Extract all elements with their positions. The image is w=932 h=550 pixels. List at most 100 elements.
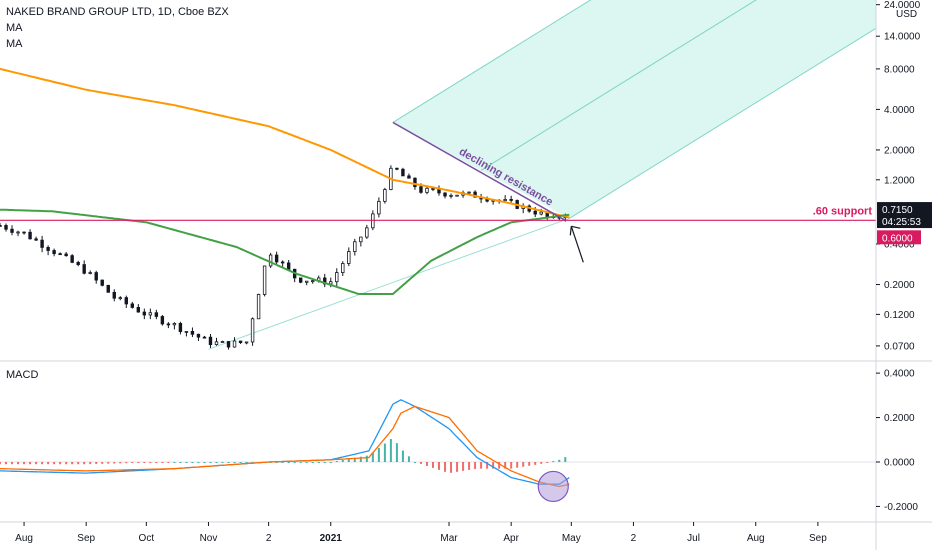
candle-body <box>136 306 141 313</box>
macd-histogram-bar <box>413 462 416 463</box>
macd-tick-label: 0.2000 <box>884 413 915 424</box>
macd-histogram-bar <box>486 462 489 469</box>
candle-body <box>130 303 135 308</box>
time-tick-label: Sep <box>809 533 827 544</box>
macd-cross-highlight <box>537 470 569 503</box>
macd-histogram-bar <box>395 443 398 462</box>
channel-upper-line <box>392 0 592 123</box>
macd-pane[interactable] <box>0 399 876 488</box>
macd-line <box>0 399 570 485</box>
candle-body <box>401 168 405 177</box>
macd-histogram-bar <box>504 462 507 469</box>
candle-body <box>407 175 411 179</box>
support-price-tag: 0.6000 <box>877 230 921 245</box>
macd-histogram-bar <box>329 462 332 463</box>
macd-histogram-bar <box>53 462 56 465</box>
candle-body <box>28 231 32 240</box>
price-tick-label: 0.0700 <box>884 341 915 352</box>
time-tick-label: 2 <box>631 533 637 544</box>
time-tick-label: Aug <box>15 533 33 544</box>
candle-body <box>250 318 255 343</box>
candle-body <box>64 253 68 257</box>
candle-body <box>160 316 165 325</box>
time-tick-label: Nov <box>200 533 218 544</box>
price-candle <box>232 337 237 348</box>
price-candle <box>136 304 141 313</box>
macd-histogram-bar <box>149 462 152 463</box>
price-candle <box>305 280 309 286</box>
price-candle <box>88 270 92 275</box>
candle-body <box>88 272 92 274</box>
candle-body <box>190 331 195 335</box>
candle-body <box>178 323 183 332</box>
macd-histogram-bar <box>281 462 284 463</box>
macd-legend[interactable]: MACD <box>6 369 39 381</box>
candle-body <box>455 194 459 197</box>
ma-legend-1[interactable]: MA <box>6 22 23 34</box>
price-candle <box>148 308 153 320</box>
candle-body <box>503 199 507 202</box>
price-axis[interactable]: 24.0000 14.0000 8.0000 4.0000 2.0000 1.2000 0.… <box>876 0 932 352</box>
macd-histogram-bar <box>419 462 422 464</box>
price-tick-label: 0.4000 <box>884 240 915 251</box>
macd-histogram-bar <box>528 462 531 466</box>
macd-histogram-bar <box>197 462 200 463</box>
candle-body <box>124 297 128 305</box>
macd-tick-label: 0.0000 <box>884 458 915 469</box>
price-pane[interactable] <box>0 0 876 350</box>
price-candle <box>365 224 369 239</box>
macd-histogram-bar <box>311 462 314 463</box>
macd-histogram-bar <box>47 462 50 465</box>
time-tick-label: Mar <box>440 533 458 544</box>
candle-body <box>58 253 62 256</box>
candle-body <box>10 228 14 233</box>
candle-body <box>268 254 273 267</box>
support-price-tag-bg <box>877 230 921 245</box>
price-candle <box>76 260 80 267</box>
macd-histogram-bar <box>41 462 44 465</box>
candle-body <box>214 341 219 346</box>
candle-body <box>509 199 513 201</box>
chart-title: NAKED BRAND GROUP LTD, 1D, Cboe BZX <box>6 6 229 18</box>
candle-body <box>244 341 249 344</box>
macd-histogram-bar <box>341 459 344 462</box>
price-candle <box>383 187 387 204</box>
price-candle <box>124 295 128 308</box>
macd-histogram-bar <box>498 462 501 469</box>
ma-legend-2[interactable]: MA <box>6 38 23 50</box>
candle-body <box>377 200 381 215</box>
price-tick-label: 14.0000 <box>884 32 921 43</box>
price-candle <box>142 308 147 320</box>
price-candle <box>160 314 165 326</box>
price-candle <box>341 261 345 276</box>
price-candle <box>196 333 201 341</box>
price-candle <box>184 330 189 337</box>
macd-histogram-bar <box>293 462 296 463</box>
price-candle <box>274 251 279 265</box>
time-axis[interactable]: Aug Sep Oct Nov 2 2021 Mar Apr May 2 Jul Aug Sep <box>15 522 827 544</box>
candle-body <box>154 312 159 317</box>
price-candle <box>58 252 62 256</box>
price-candle <box>238 340 243 344</box>
candle-body <box>220 341 225 343</box>
candle-body <box>395 167 399 170</box>
price-tick-label: 0.2000 <box>884 280 915 291</box>
macd-histogram-bar <box>564 457 567 462</box>
candle-body <box>238 340 243 344</box>
macd-histogram-bar <box>377 447 380 462</box>
candle-body <box>166 323 171 326</box>
macd-histogram-bar <box>540 462 543 464</box>
price-tick-label: 8.0000 <box>884 64 915 75</box>
macd-histogram-bar <box>474 462 477 469</box>
candle-body <box>52 250 56 255</box>
price-candle <box>28 229 32 240</box>
candle-body <box>232 340 237 348</box>
macd-histogram-bar <box>203 462 206 463</box>
price-candle <box>4 223 8 232</box>
candle-body <box>341 263 345 273</box>
candle-body <box>184 331 189 333</box>
macd-histogram-bar <box>468 462 471 470</box>
macd-axis[interactable]: 0.4000 0.2000 0.0000 -0.2000 <box>876 369 918 513</box>
